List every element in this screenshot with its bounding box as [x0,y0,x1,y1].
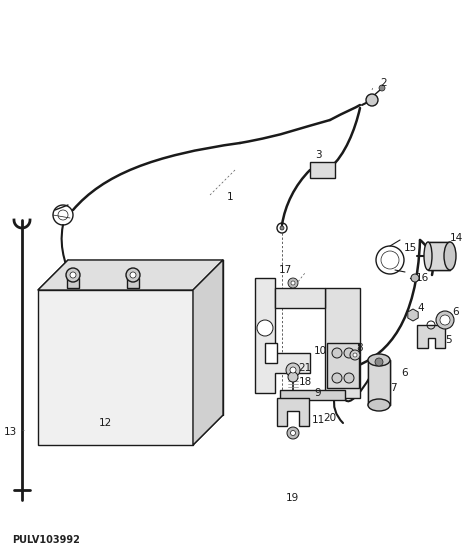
Circle shape [353,353,357,357]
Text: 1: 1 [227,192,233,202]
Text: 3: 3 [315,150,321,160]
Circle shape [291,430,295,436]
Polygon shape [327,343,359,388]
Text: 14: 14 [449,233,463,243]
Circle shape [280,226,284,230]
Circle shape [436,311,454,329]
Text: 16: 16 [415,273,428,283]
Circle shape [332,348,342,358]
Text: 15: 15 [403,243,417,253]
Polygon shape [368,360,390,405]
Circle shape [411,274,419,282]
Circle shape [344,348,354,358]
Ellipse shape [424,242,432,270]
Polygon shape [275,288,325,308]
Circle shape [350,350,360,360]
Polygon shape [255,278,310,393]
Text: 4: 4 [418,303,424,313]
Text: 7: 7 [390,383,396,393]
Text: 20: 20 [323,413,337,423]
Text: 19: 19 [285,493,299,503]
Polygon shape [428,242,450,270]
Circle shape [288,372,298,382]
Circle shape [287,427,299,439]
Text: PULV103992: PULV103992 [12,535,80,545]
Circle shape [257,320,273,336]
Ellipse shape [444,242,456,270]
Polygon shape [67,278,79,288]
Circle shape [126,268,140,282]
Text: 5: 5 [446,335,452,345]
Text: 6: 6 [401,368,408,378]
Polygon shape [325,288,360,398]
Polygon shape [417,325,445,348]
Circle shape [375,358,383,366]
Circle shape [344,373,354,383]
Polygon shape [310,162,335,178]
Ellipse shape [368,354,390,366]
Text: 9: 9 [315,388,321,398]
Text: 2: 2 [381,78,387,88]
Text: 11: 11 [311,415,325,425]
Polygon shape [38,260,223,290]
Polygon shape [265,343,277,363]
Circle shape [291,281,295,285]
Circle shape [379,85,385,91]
Polygon shape [38,290,193,445]
Text: 18: 18 [298,377,311,387]
Polygon shape [127,278,139,288]
Circle shape [70,272,76,278]
Circle shape [366,94,378,106]
Text: 21: 21 [298,363,311,373]
Text: 10: 10 [313,346,327,356]
Circle shape [290,367,296,373]
Text: 12: 12 [99,418,111,428]
Circle shape [332,373,342,383]
Polygon shape [280,390,345,400]
Circle shape [66,268,80,282]
Circle shape [286,363,300,377]
Polygon shape [193,260,223,445]
Text: 17: 17 [278,265,292,275]
Text: 8: 8 [357,343,363,353]
Circle shape [130,272,136,278]
Text: 6: 6 [453,307,459,317]
Circle shape [440,315,450,325]
Ellipse shape [368,399,390,411]
Circle shape [288,278,298,288]
Text: 13: 13 [3,427,17,437]
Polygon shape [277,398,309,426]
